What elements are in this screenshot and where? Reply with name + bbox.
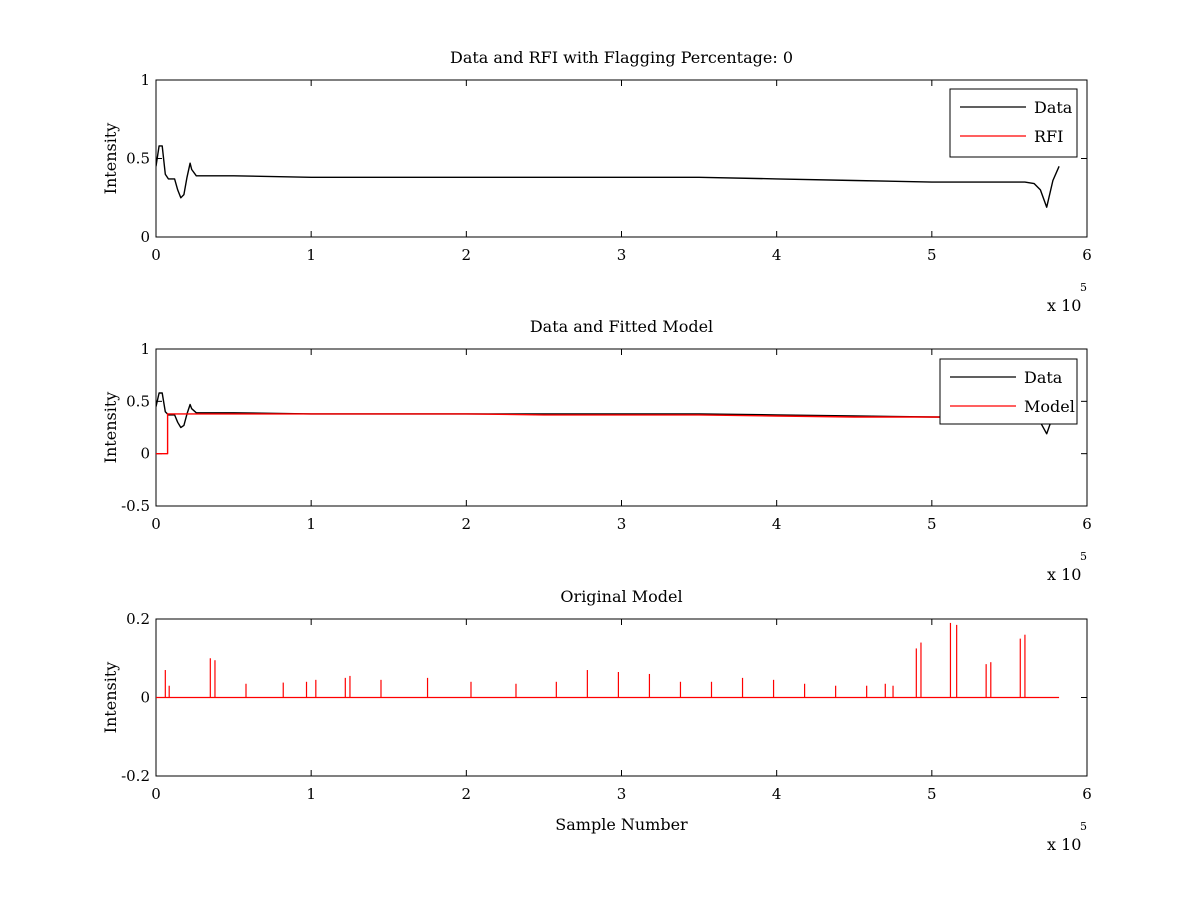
legend-box: [939, 358, 1078, 425]
y-tick-label: 0.2: [126, 610, 150, 628]
x-tick-label: 0: [151, 515, 161, 533]
x-tick-label: 5: [927, 246, 937, 264]
x-multiplier: x 10: [1047, 835, 1081, 854]
subplot-3: Original Model Intensity Sample Number 0 1 2 3…: [101, 587, 1092, 854]
legend: Data Model: [939, 358, 1078, 425]
y-axis-label: Intensity: [101, 662, 120, 734]
x-exponent: 5: [1080, 820, 1087, 833]
x-tick-label: 5: [927, 785, 937, 803]
x-tick-label: 6: [1082, 246, 1092, 264]
y-axis-label: Intensity: [101, 123, 120, 195]
y-tick-label: -0.2: [121, 767, 150, 785]
plot-frame: [155, 348, 1088, 507]
x-tick-label: 1: [306, 246, 316, 264]
y-tick-label: -0.5: [121, 497, 150, 515]
chart-title: Original Model: [560, 587, 682, 606]
x-tick-label: 1: [306, 785, 316, 803]
series-line-data: [156, 145, 1060, 208]
y-tick-label: 0: [140, 445, 150, 463]
x-tick-label: 0: [151, 246, 161, 264]
legend-label: Model: [1024, 397, 1075, 416]
y-axis-label: Intensity: [101, 392, 120, 464]
x-tick-label: 3: [617, 785, 627, 803]
x-tick-label: 2: [462, 246, 472, 264]
legend-label: Data: [1034, 98, 1073, 117]
subplot-2: Data and Fitted Model Intensity 0 1 2 3 4 5 6 -0.…: [101, 317, 1092, 584]
legend-box: [949, 88, 1078, 158]
y-tick-label: 1: [140, 340, 150, 358]
x-tick-label: 6: [1082, 515, 1092, 533]
plot-frame: [155, 79, 1088, 238]
x-multiplier: x 10: [1047, 296, 1081, 315]
y-tick-label: 0.5: [126, 150, 150, 168]
x-tick-label: 4: [772, 246, 782, 264]
chart-title: Data and RFI with Flagging Percentage: 0: [450, 48, 793, 67]
y-tick-label: 0: [140, 689, 150, 707]
x-exponent: 5: [1080, 550, 1087, 563]
x-tick-label: 4: [772, 515, 782, 533]
y-tick-label: 1: [140, 71, 150, 89]
legend: Data RFI: [949, 88, 1078, 158]
subplot-1: Data and RFI with Flagging Percentage: 0…: [101, 48, 1092, 315]
plot-area: [156, 622, 1060, 699]
legend-label: Data: [1024, 368, 1063, 387]
series-line-model: [156, 413, 1060, 455]
x-tick-label: 4: [772, 785, 782, 803]
x-tick-label: 5: [927, 515, 937, 533]
x-tick-label: 2: [462, 515, 472, 533]
chart-title: Data and Fitted Model: [530, 317, 713, 336]
x-tick-label: 0: [151, 785, 161, 803]
x-tick-label: 2: [462, 785, 472, 803]
x-tick-label: 3: [617, 515, 627, 533]
x-tick-label: 6: [1082, 785, 1092, 803]
y-tick-label: 0: [140, 228, 150, 246]
x-tick-label: 1: [306, 515, 316, 533]
plot-area: [156, 145, 1060, 208]
x-exponent: 5: [1080, 281, 1087, 294]
x-tick-label: 3: [617, 246, 627, 264]
y-tick-label: 0.5: [126, 392, 150, 410]
x-axis-label: Sample Number: [555, 815, 688, 834]
x-multiplier: x 10: [1047, 565, 1081, 584]
legend-label: RFI: [1034, 127, 1063, 146]
